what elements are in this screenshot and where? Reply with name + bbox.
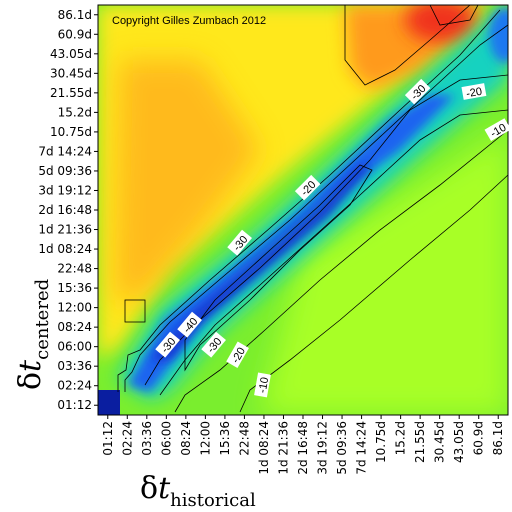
- y-tick-label: 22:48: [57, 262, 92, 276]
- x-tick-label: 30.45d: [433, 421, 447, 463]
- y-tick-label: 5d 09:36: [38, 164, 92, 178]
- contour-label: -10: [254, 372, 272, 398]
- x-tick-label: 1d 08:24: [257, 421, 271, 475]
- y-tick-label: 43.05d: [50, 47, 92, 61]
- y-tick-label: 15.2d: [58, 105, 92, 119]
- svg-text:δtcentered: δtcentered: [13, 279, 53, 390]
- y-tick-label: 60.9d: [58, 27, 92, 41]
- y-tick-label: 21.55d: [50, 86, 92, 100]
- x-tick-label: 22:48: [237, 421, 251, 456]
- contour-lines: [117, 5, 508, 413]
- x-tick-label: 12:00: [198, 421, 212, 456]
- y-tick-label: 15:36: [57, 281, 92, 295]
- heatmap-bottomleft-corner: [98, 390, 120, 415]
- x-tick-label: 7d 14:24: [355, 421, 369, 475]
- contour-box: [124, 299, 146, 323]
- svg-text:δthistorical: δthistorical: [140, 471, 256, 511]
- x-tick-label: 01:12: [101, 421, 115, 456]
- contour-label-bg: [201, 331, 226, 358]
- contour-label-bg: [155, 331, 180, 358]
- x-axis-ticks: 01:12 02:24 03:36 06:00 08:24 12:00 15:36 22:48…: [101, 415, 505, 475]
- y-tick-label: 10.75d: [50, 125, 92, 139]
- heatmap-lime-region: [260, 130, 508, 415]
- heatmap-orange-band: [115, 60, 260, 300]
- x-axis-label-sub: historical: [170, 490, 256, 511]
- contour-line: [174, 129, 508, 413]
- x-tick-label: 1d 21:36: [276, 421, 290, 475]
- x-axis-label-symbol: δ: [140, 471, 158, 506]
- x-tick-label: 5d 09:36: [335, 421, 349, 475]
- x-tick-label: 86.1d: [491, 421, 505, 455]
- y-tick-label: 06:00: [57, 340, 92, 354]
- x-tick-label: 03:36: [140, 421, 154, 456]
- y-tick-label: 1d 21:36: [38, 223, 92, 237]
- x-axis-label: δthistorical: [140, 471, 256, 511]
- x-axis-label-var: t: [158, 471, 171, 506]
- x-tick-label: 06:00: [159, 421, 173, 456]
- contour-label-bg: [226, 341, 249, 368]
- x-tick-label: 08:24: [179, 421, 193, 456]
- heatmap-topright-blue: [489, 7, 508, 63]
- heatmap-plot-area: [98, 5, 508, 415]
- contour-label-bg: [484, 118, 511, 141]
- contour-line: [239, 174, 508, 413]
- y-tick-label: 30.45d: [50, 66, 92, 80]
- contour-label-bg: [294, 174, 321, 201]
- y-axis-ticks: 01:12 02:24 03:36 06:00 08:24 12:00 15:36 22:48…: [38, 8, 98, 412]
- x-tick-label: 10.75d: [374, 421, 388, 463]
- heatmap-deepblue-core: [150, 165, 372, 360]
- x-tick-label: 15.2d: [394, 421, 408, 455]
- contour-line: [344, 5, 471, 86]
- y-axis-label-symbol: δ: [13, 372, 48, 390]
- x-tick-label: 2d 16:48: [296, 421, 310, 475]
- contour-line: [117, 9, 501, 392]
- x-tick-label: 02:24: [120, 421, 134, 456]
- heatmap-red-hotspot: [405, 5, 475, 42]
- contour-label-bg: [227, 229, 252, 256]
- copyright-text: Copyright Gilles Zumbach 2012: [112, 15, 266, 27]
- y-tick-label: 08:24: [57, 320, 92, 334]
- x-tick-label: 21.55d: [413, 421, 427, 463]
- contour-label-bg: [461, 83, 487, 100]
- contour-line: [159, 109, 508, 396]
- y-tick-label: 7d 14:24: [38, 144, 92, 158]
- x-tick-label: 3d 19:12: [316, 421, 330, 475]
- y-axis-label-sub: centered: [32, 279, 53, 360]
- heatmap-blue-band: [128, 95, 455, 392]
- contour-label: -20: [461, 83, 487, 101]
- y-tick-label: 3d 19:12: [38, 183, 92, 197]
- x-tick-label: 60.9d: [472, 421, 486, 455]
- y-tick-label: 1d 08:24: [38, 242, 92, 256]
- contour-label-bg: [254, 372, 271, 398]
- contour-label-bg: [177, 311, 202, 338]
- y-tick-label: 86.1d: [58, 8, 92, 22]
- contour-label-text: -20: [465, 86, 483, 101]
- y-tick-label: 03:36: [57, 359, 92, 373]
- contour-label-bg: [404, 78, 431, 105]
- y-tick-label: 12:00: [57, 301, 92, 315]
- x-tick-label: 43.05d: [452, 421, 466, 463]
- contour-label-text: -10: [257, 376, 272, 394]
- y-tick-label: 2d 16:48: [38, 203, 92, 217]
- y-tick-label: 02:24: [57, 379, 92, 393]
- contour-line: [124, 24, 508, 392]
- contour-line: [429, 5, 479, 26]
- y-axis-label-var: t: [13, 359, 48, 372]
- x-tick-label: 15:36: [218, 421, 232, 456]
- y-tick-label: 01:12: [57, 398, 92, 412]
- y-axis-label: δtcentered: [13, 279, 53, 390]
- contour-line: [184, 164, 373, 372]
